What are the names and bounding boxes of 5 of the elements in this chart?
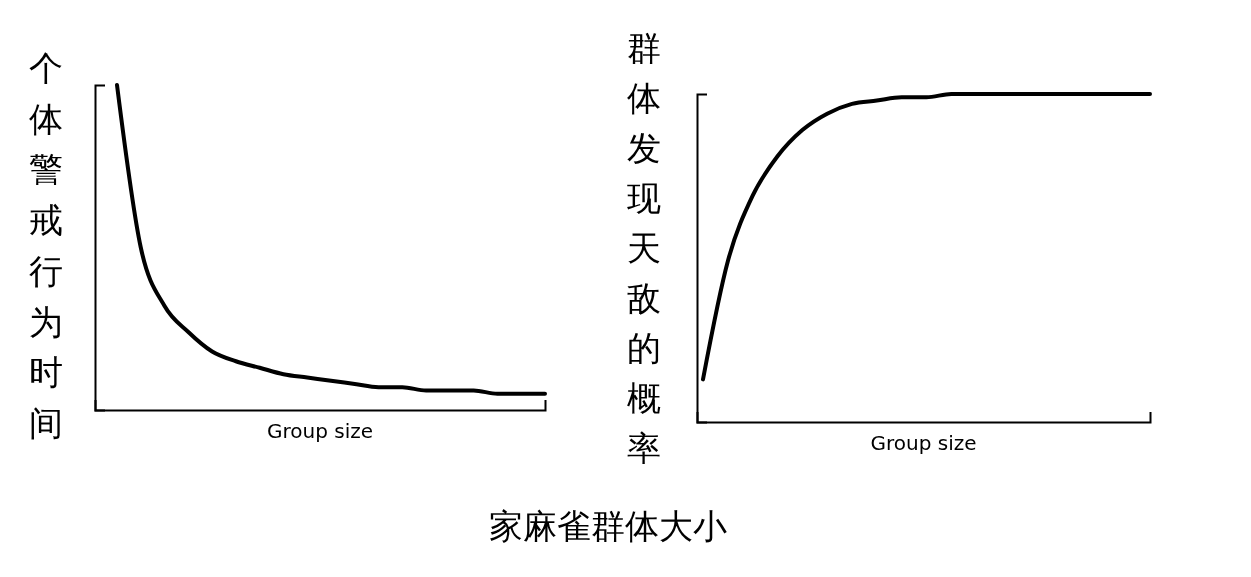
y-axis-title: 个体警戒行为时间 — [29, 48, 63, 443]
x-axis-title: Group size — [870, 431, 977, 455]
text: 家麻雀群体大小 — [488, 506, 727, 546]
text: 群体发现天敌的概率 — [627, 28, 661, 468]
x-axis-title: Group size — [266, 419, 374, 443]
